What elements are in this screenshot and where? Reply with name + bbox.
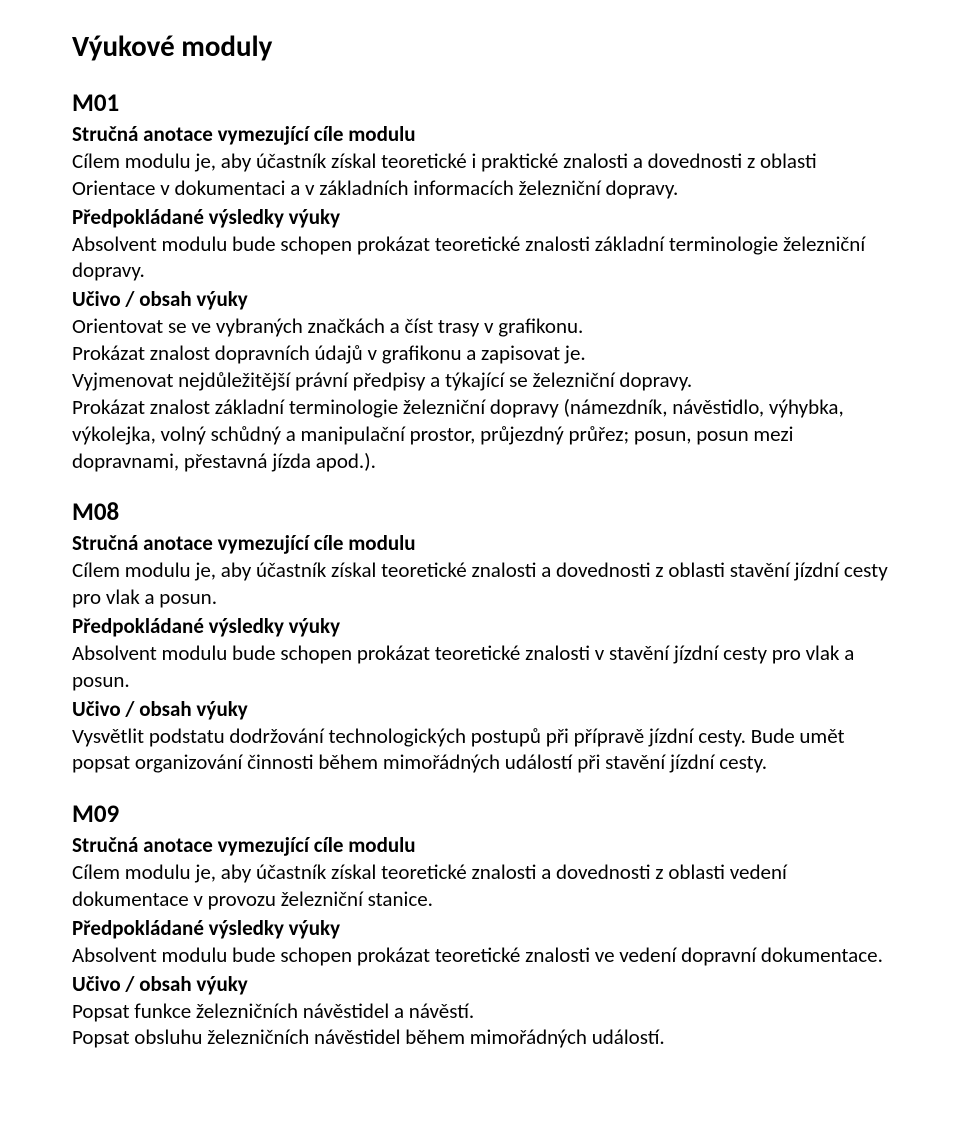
vysledky-body: Absolvent modulu bude schopen prokázat t… <box>72 640 888 694</box>
page-title: Výukové moduly <box>72 28 888 65</box>
section-heading-anotace: Stručná anotace vymezující cíle modulu <box>72 832 888 859</box>
ucivo-paragraph: Popsat funkce železničních návěstidel a … <box>72 998 888 1025</box>
module-m08: M08 Stručná anotace vymezující cíle modu… <box>72 496 888 776</box>
anotace-body: Cílem modulu je, aby účastník získal teo… <box>72 859 888 913</box>
section-heading-anotace: Stručná anotace vymezující cíle modulu <box>72 121 888 148</box>
module-code: M01 <box>72 87 888 119</box>
section-heading-vysledky: Předpokládané výsledky výuky <box>72 204 888 231</box>
section-heading-ucivo: Učivo / obsah výuky <box>72 971 888 998</box>
vysledky-body: Absolvent modulu bude schopen prokázat t… <box>72 942 888 969</box>
ucivo-paragraph: Vysvětlit podstatu dodržování technologi… <box>72 723 888 777</box>
ucivo-paragraph: Vyjmenovat nejdůležitější právní předpis… <box>72 367 888 394</box>
ucivo-paragraph: Prokázat znalost základní terminologie ž… <box>72 394 888 475</box>
ucivo-paragraph: Prokázat znalost dopravních údajů v graf… <box>72 340 888 367</box>
section-heading-vysledky: Předpokládané výsledky výuky <box>72 613 888 640</box>
ucivo-paragraph: Popsat obsluhu železničních návěstidel b… <box>72 1024 888 1051</box>
anotace-body: Cílem modulu je, aby účastník získal teo… <box>72 148 888 202</box>
module-m09: M09 Stručná anotace vymezující cíle modu… <box>72 798 888 1051</box>
module-code: M08 <box>72 496 888 528</box>
module-code: M09 <box>72 798 888 830</box>
anotace-body: Cílem modulu je, aby účastník získal teo… <box>72 557 888 611</box>
ucivo-paragraph: Orientovat se ve vybraných značkách a čí… <box>72 313 888 340</box>
section-heading-vysledky: Předpokládané výsledky výuky <box>72 915 888 942</box>
vysledky-body: Absolvent modulu bude schopen prokázat t… <box>72 231 888 285</box>
section-heading-ucivo: Učivo / obsah výuky <box>72 286 888 313</box>
section-heading-anotace: Stručná anotace vymezující cíle modulu <box>72 530 888 557</box>
module-m01: M01 Stručná anotace vymezující cíle modu… <box>72 87 888 474</box>
section-heading-ucivo: Učivo / obsah výuky <box>72 696 888 723</box>
